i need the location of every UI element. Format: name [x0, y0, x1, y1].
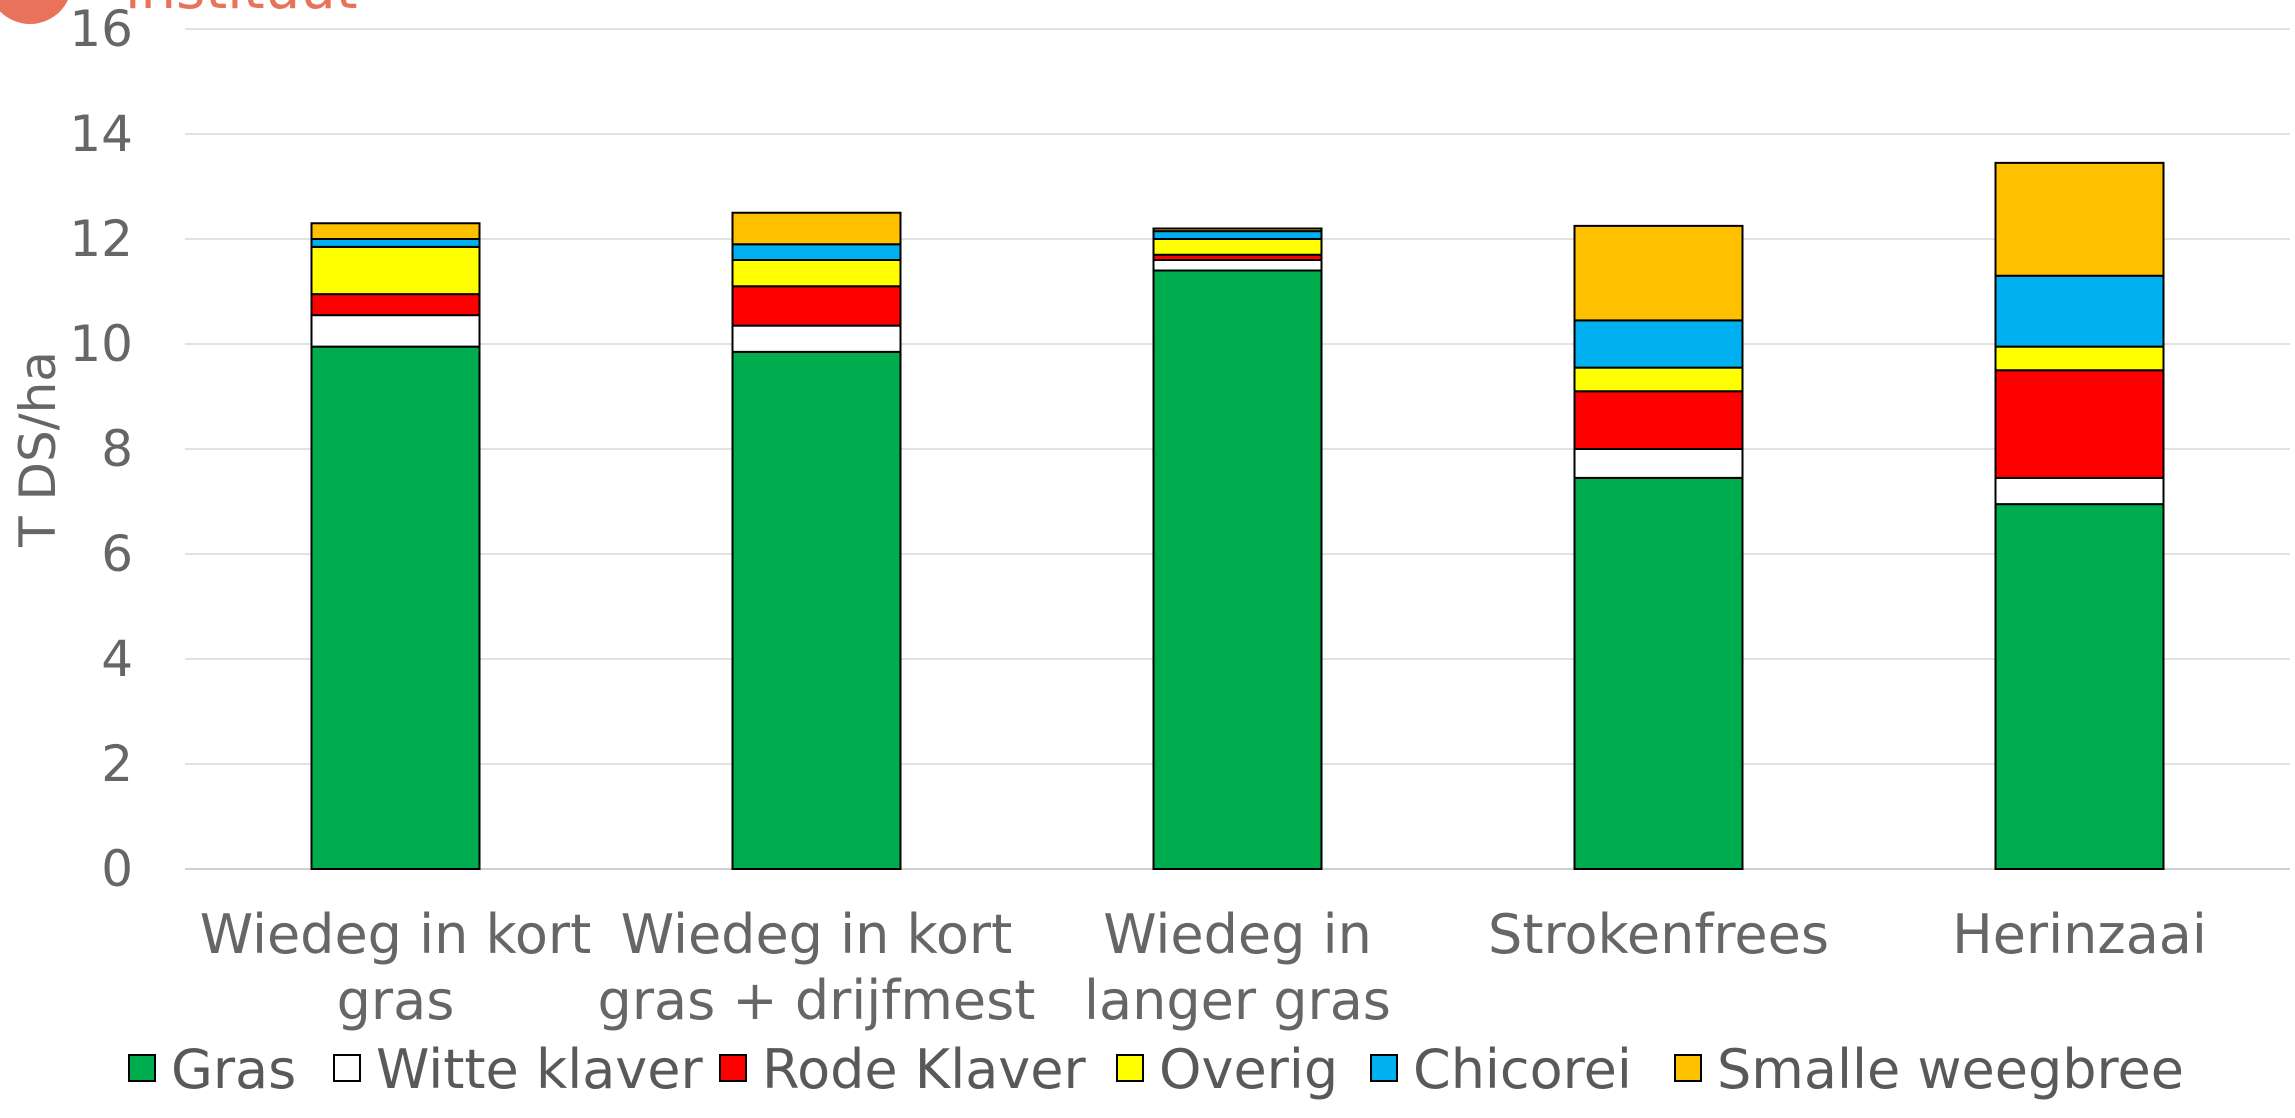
bar-segment — [1152, 230, 1323, 240]
y-tick-label: 4 — [101, 630, 133, 688]
x-category-label: gras — [337, 969, 455, 1032]
y-tick-label: 6 — [101, 525, 133, 583]
bar-segment — [731, 350, 902, 870]
legend-swatch — [333, 1054, 361, 1082]
bar-segment — [310, 222, 481, 240]
brand-logo: instituut — [0, 0, 358, 24]
legend-swatch — [719, 1054, 747, 1082]
y-tick-label: 12 — [69, 210, 133, 268]
y-tick-label: 16 — [69, 0, 133, 58]
bar-segment — [1573, 476, 1744, 870]
bar-segment — [731, 211, 902, 246]
x-category-label: gras + drijfmest — [598, 969, 1036, 1032]
bar-segment — [1994, 161, 2165, 277]
legend-label: Smalle weegbree — [1717, 1038, 2184, 1101]
y-tick-label: 10 — [69, 315, 133, 373]
bar-segment — [310, 245, 481, 296]
bar-segment — [310, 293, 481, 317]
legend: Gras Witte klaver Rode Klaver Overig Chicore… — [128, 1038, 2184, 1101]
x-category-label: Wiedeg in — [1103, 903, 1372, 966]
legend-label: Witte klaver — [376, 1038, 703, 1101]
y-tick-label: 14 — [69, 105, 133, 163]
legend-swatch — [1370, 1054, 1398, 1082]
x-category-label: Strokenfrees — [1488, 903, 1829, 966]
bar-segment — [731, 285, 902, 327]
bar-segment — [1152, 269, 1323, 870]
x-category-label: Wiedeg in kort — [621, 903, 1013, 966]
y-tick-label: 0 — [101, 840, 133, 898]
bar-segment — [731, 259, 902, 288]
bar-segment — [1994, 476, 2165, 506]
bar-segment — [1573, 319, 1744, 369]
legend-swatch — [128, 1054, 156, 1082]
bar-segment — [1152, 227, 1323, 233]
legend-swatch — [1116, 1054, 1144, 1082]
y-tick-label: 8 — [101, 420, 133, 478]
bar-segment — [1994, 345, 2165, 372]
x-category-label: langer gras — [1084, 969, 1391, 1032]
y-tick-label: 2 — [101, 735, 133, 793]
legend-label: Chicorei — [1413, 1038, 1632, 1101]
bar-segment — [310, 314, 481, 348]
bar-segment — [1573, 366, 1744, 393]
brand-circle-icon — [0, 0, 68, 24]
x-category-label: Wiedeg in kort — [200, 903, 592, 966]
legend-swatch — [1674, 1054, 1702, 1082]
legend-label: Overig — [1159, 1038, 1338, 1101]
bar-segment — [1573, 390, 1744, 450]
x-category-label: Herinzaai — [1952, 903, 2207, 966]
brand-text: instituut — [125, 0, 358, 22]
y-axis-label: T DS/ha — [9, 351, 67, 548]
legend-label: Rode Klaver — [762, 1038, 1086, 1101]
bar-segment — [731, 324, 902, 353]
bar-segment — [310, 345, 481, 870]
bar-segment — [731, 243, 902, 261]
bar-segment — [1994, 503, 2165, 870]
bar-segment — [1994, 369, 2165, 479]
bar-segment — [1573, 448, 1744, 479]
bar-segment — [1152, 238, 1323, 256]
bar-segment — [1994, 274, 2165, 348]
legend-label: Gras — [171, 1038, 296, 1101]
y-axis-ticks: 0 2 4 6 8 10 12 14 16 — [69, 0, 133, 898]
bar-segment — [1152, 259, 1323, 272]
bars — [310, 161, 2165, 870]
bar-segment — [310, 238, 481, 248]
bar-segment — [1573, 224, 1744, 322]
